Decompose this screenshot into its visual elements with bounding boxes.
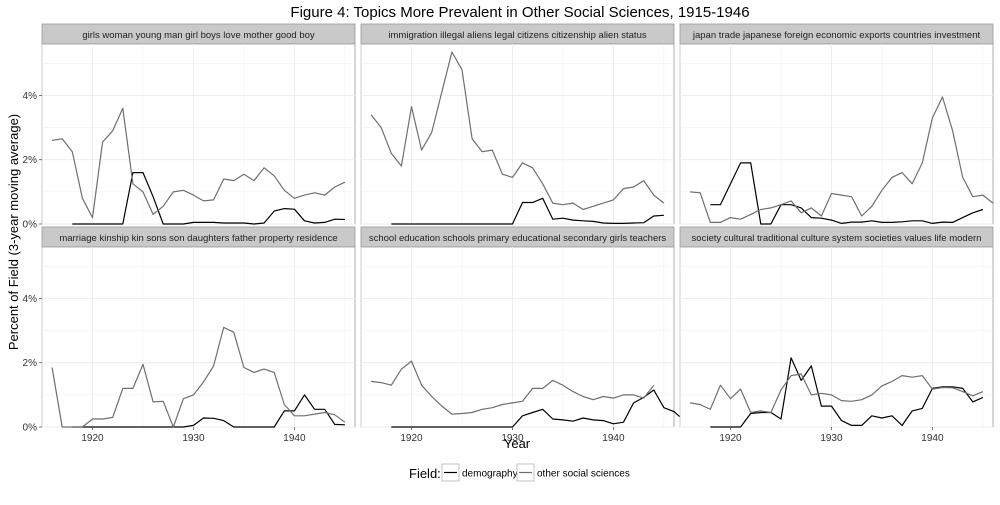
series-line-demography <box>710 162 984 225</box>
facet-panel: immigration illegal aliens legal citizen… <box>360 23 675 225</box>
facet-strip-label: marriage kinship kin sons son daughters … <box>59 233 337 244</box>
facet-strip-label: japan trade japanese foreign economic ex… <box>692 30 981 41</box>
facet-panel: girls woman young man girl boys love mot… <box>23 23 356 231</box>
y-tick-label: 4% <box>23 91 38 102</box>
x-tick-label: 1940 <box>921 433 944 444</box>
x-tick-label: 1940 <box>602 433 625 444</box>
x-tick-label: 1930 <box>820 433 843 444</box>
x-tick-label: 1920 <box>81 433 104 444</box>
gridlines <box>679 247 993 428</box>
series-line-other-social-sciences <box>690 373 984 414</box>
gridlines <box>41 247 355 428</box>
series-line-other-social-sciences <box>51 326 346 428</box>
y-tick-label: 2% <box>23 155 38 166</box>
facet-panel: marriage kinship kin sons son daughters … <box>23 226 356 444</box>
facet-panel: japan trade japanese foreign economic ex… <box>679 23 994 225</box>
series-line-other-social-sciences <box>370 51 665 211</box>
panel-background <box>360 246 675 428</box>
legend-title: Field: <box>409 466 441 481</box>
x-tick-label: 1920 <box>719 433 742 444</box>
panel-background <box>679 43 994 225</box>
facet-panel: society cultural traditional culture sys… <box>679 226 994 444</box>
facet-panels: girls woman young man girl boys love mot… <box>23 23 994 444</box>
series-line-demography <box>72 172 345 225</box>
series-line-other-social-sciences <box>690 96 994 223</box>
x-tick-label: 1930 <box>501 433 524 444</box>
gridlines <box>360 44 674 225</box>
panel-background <box>679 246 994 428</box>
legend-entries: demography other social sciences <box>441 463 630 482</box>
gridlines <box>679 44 993 225</box>
legend-label: other social sciences <box>537 469 630 480</box>
legend-entry: demography <box>441 463 518 482</box>
legend-entry: other social sciences <box>516 463 630 482</box>
series-line-other-social-sciences <box>371 360 655 415</box>
facet-strip-label: society cultural traditional culture sys… <box>692 233 982 244</box>
y-tick-label: 0% <box>23 220 38 231</box>
series-line-other-social-sciences <box>52 107 346 219</box>
x-tick-label: 1930 <box>182 433 205 444</box>
x-axis-label: Year <box>504 436 531 451</box>
series-line-demography <box>710 357 984 428</box>
chart-title: Figure 4: Topics More Prevalent in Other… <box>290 4 749 21</box>
series-line-demography <box>391 197 664 225</box>
facet-panel: school education schools primary educati… <box>360 226 685 444</box>
panel-background <box>360 43 675 225</box>
y-tick-label: 2% <box>23 358 38 369</box>
series-line-demography <box>391 389 685 428</box>
series-line-demography <box>72 394 345 428</box>
gridlines <box>41 44 355 225</box>
x-tick-label: 1920 <box>400 433 423 444</box>
panel-background <box>41 43 356 225</box>
x-tick-label: 1940 <box>283 433 306 444</box>
facet-strip-label: school education schools primary educati… <box>369 233 667 244</box>
facet-strip-label: girls woman young man girl boys love mot… <box>82 30 315 41</box>
y-axis-label: Percent of Field (3-year moving average) <box>6 114 21 350</box>
facet-strip-label: immigration illegal aliens legal citizen… <box>388 30 646 41</box>
y-tick-label: 0% <box>23 423 38 434</box>
y-tick-label: 4% <box>23 294 38 305</box>
legend-label: demography <box>462 469 518 480</box>
legend: Field: demography other social sciences <box>409 463 630 482</box>
